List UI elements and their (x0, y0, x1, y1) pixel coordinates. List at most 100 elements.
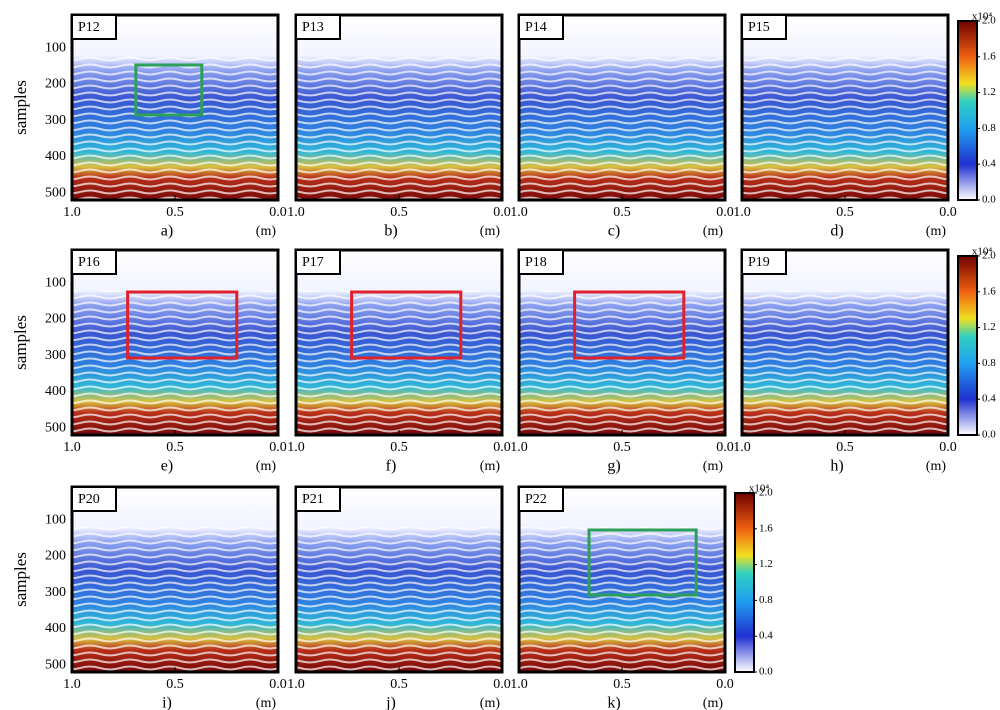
y-tick-label: 300 (45, 585, 66, 600)
colorbar-tick-label: 0.8 (982, 357, 996, 369)
x-unit: (m) (926, 459, 947, 474)
x-unit: (m) (480, 696, 501, 710)
y-tick-label: 500 (45, 420, 66, 435)
y-tick-label: 300 (45, 113, 66, 128)
y-tick-label: 500 (45, 185, 66, 200)
x-tick-label: 0.0 (939, 205, 957, 220)
x-tick-label: 0.0 (493, 440, 511, 455)
x-unit: (m) (480, 459, 501, 474)
x-tick-label: 0.5 (166, 205, 184, 220)
x-unit: (m) (926, 224, 947, 239)
radargram-texture (742, 290, 948, 435)
radargram-texture (519, 527, 725, 672)
radargram-texture (296, 527, 502, 672)
x-unit: (m) (703, 459, 724, 474)
x-tick-label: 1.0 (63, 677, 81, 692)
y-tick-label: 300 (45, 348, 66, 363)
radargram-texture (519, 55, 725, 200)
x-tick-label: 0.5 (390, 677, 408, 692)
radargram-texture (72, 55, 278, 200)
colorbar-tick-label: 0.4 (759, 630, 773, 642)
x-tick-label: 1.0 (63, 205, 81, 220)
x-tick-label: 0.0 (269, 440, 287, 455)
panel-label: P12 (78, 20, 100, 35)
x-unit: (m) (256, 459, 277, 474)
panel-caption: g) (607, 458, 620, 475)
colorbar (735, 493, 754, 672)
colorbar-tick-label: 2.0 (759, 487, 773, 499)
y-tick-label: 400 (45, 621, 66, 636)
y-axis-label: samples (11, 80, 30, 135)
y-axis-label: samples (11, 552, 30, 607)
panel-caption: j) (385, 695, 396, 710)
radargram-texture (742, 55, 948, 200)
x-tick-label: 1.0 (510, 677, 528, 692)
x-unit: (m) (480, 224, 501, 239)
panel-label: P17 (302, 255, 324, 270)
colorbar-tick-label: 1.2 (982, 321, 996, 333)
x-unit: (m) (703, 696, 724, 710)
x-tick-label: 0.5 (836, 205, 854, 220)
y-tick-label: 400 (45, 384, 66, 399)
panel-caption: c) (608, 223, 620, 240)
panel-label: P21 (302, 492, 324, 507)
panel-caption: d) (830, 223, 843, 240)
x-tick-label: 0.0 (269, 677, 287, 692)
colorbar-tick-label: 0.8 (759, 594, 773, 606)
y-tick-label: 100 (45, 512, 66, 527)
panel-label: P16 (78, 255, 100, 270)
colorbar-tick-label: 0.0 (982, 429, 996, 441)
colorbar-tick-label: 1.6 (982, 285, 996, 297)
panel-caption: b) (384, 223, 397, 240)
panel-caption: e) (161, 458, 173, 475)
radargram-texture (72, 290, 278, 435)
colorbar-tick-label: 1.2 (759, 558, 773, 570)
colorbar-tick-label: 1.2 (982, 86, 996, 98)
radargram-texture (296, 55, 502, 200)
colorbar-tick-label: 0.0 (759, 666, 773, 678)
colorbar-tick-label: 2.0 (982, 250, 996, 262)
panel-caption: f) (386, 458, 397, 475)
x-tick-label: 0.5 (390, 440, 408, 455)
colorbar-tick-label: 2.0 (982, 15, 996, 27)
y-tick-label: 100 (45, 275, 66, 290)
x-tick-label: 1.0 (733, 205, 751, 220)
x-unit: (m) (256, 696, 277, 710)
radargram-texture (72, 527, 278, 672)
y-tick-label: 400 (45, 149, 66, 164)
panel-caption: h) (830, 458, 843, 475)
x-tick-label: 0.5 (390, 205, 408, 220)
x-tick-label: 0.5 (166, 677, 184, 692)
x-tick-label: 1.0 (510, 205, 528, 220)
x-tick-label: 0.0 (939, 440, 957, 455)
panel-label: P14 (525, 20, 547, 35)
colorbar-tick-label: 0.4 (982, 158, 996, 170)
panel-label: P13 (302, 20, 324, 35)
radargram-texture (296, 290, 502, 435)
x-tick-label: 0.5 (836, 440, 854, 455)
panel-label: P18 (525, 255, 547, 270)
y-tick-label: 200 (45, 312, 66, 327)
x-tick-label: 0.0 (716, 205, 734, 220)
x-tick-label: 1.0 (287, 677, 305, 692)
x-tick-label: 0.0 (716, 677, 734, 692)
colorbar-tick-label: 0.4 (982, 393, 996, 405)
x-tick-label: 0.0 (716, 440, 734, 455)
y-tick-label: 200 (45, 549, 66, 564)
panel-caption: i) (162, 695, 172, 710)
y-axis-label: samples (11, 315, 30, 370)
x-tick-label: 1.0 (287, 440, 305, 455)
panel-label: P15 (748, 20, 770, 35)
y-tick-label: 500 (45, 657, 66, 672)
x-unit: (m) (256, 224, 277, 239)
panel-caption: k) (607, 695, 620, 710)
x-tick-label: 0.0 (493, 205, 511, 220)
y-tick-label: 100 (45, 40, 66, 55)
x-tick-label: 0.0 (269, 205, 287, 220)
x-tick-label: 0.5 (613, 440, 631, 455)
panel-label: P20 (78, 492, 100, 507)
x-unit: (m) (703, 224, 724, 239)
colorbar (958, 256, 977, 435)
colorbar-tick-label: 1.6 (759, 522, 773, 534)
x-tick-label: 0.5 (613, 677, 631, 692)
